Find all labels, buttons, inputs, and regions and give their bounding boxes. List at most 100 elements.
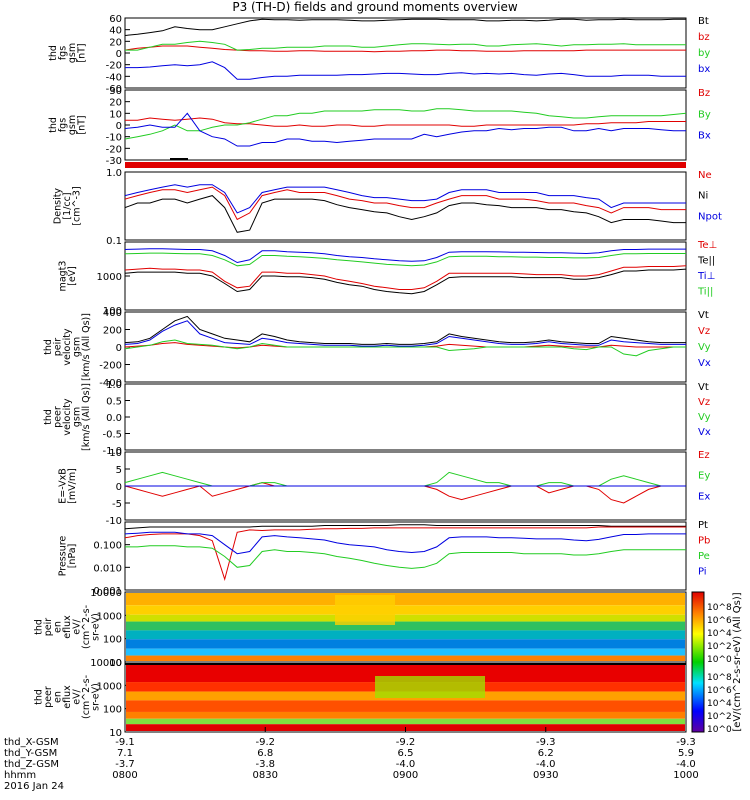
density-series-1 (124, 195, 686, 233)
x-row-value: 6.5 (398, 748, 414, 759)
pressure-series-0 (124, 524, 686, 530)
peir_eflux-ytick-label: 10 (109, 658, 122, 669)
peer_velocity-frame (124, 383, 687, 451)
pressure-legend-2: Pe (698, 551, 710, 562)
x-row-label: thd_X-GSM (4, 737, 59, 748)
fgs_gsm_B-series-2 (124, 112, 686, 147)
x-row-value: 6.8 (257, 748, 273, 759)
peer_velocity-legend-1: Vz (698, 397, 710, 408)
peer_eflux-ylabel: en (53, 691, 64, 703)
x-row-value: 1000 (673, 770, 698, 781)
peer_velocity-ylabel: velocity (62, 398, 73, 436)
quality-flag-bar (125, 162, 686, 168)
peer_eflux-ytick-label: 10000 (90, 658, 122, 669)
temperature-legend-0: Te⊥ (697, 240, 717, 251)
density-legend-1: Ni (698, 191, 708, 202)
efield-ylabel: [mV/m] (67, 468, 78, 504)
x-row-value: 0830 (253, 770, 278, 781)
x-row-value: 7.1 (117, 748, 133, 759)
fgs_gsm_B-ylabel: thd (48, 117, 59, 133)
fgs_gsm_b-ytick-label: 20 (109, 37, 122, 48)
fgs_gsm_b-frame (124, 17, 687, 89)
colorbar-tick-label: 10^8 (707, 603, 732, 613)
fgs_gsm_b-legend-0: Bt (698, 16, 709, 27)
x-row-value: 6.2 (538, 748, 554, 759)
x-row-value: -9.2 (396, 737, 416, 748)
peer_eflux-ylabel: eV/ (72, 688, 83, 704)
density-series-2 (124, 184, 686, 214)
temperature-series-2 (124, 248, 686, 264)
efield-ytick-label: -5 (112, 499, 122, 510)
date-label: 2016 Jan 24 (4, 781, 64, 792)
peer_eflux-region (375, 676, 485, 698)
x-row-value: 0930 (533, 770, 558, 781)
colorbar-tick-label-2: 10^4 (707, 699, 732, 709)
peir_eflux-ylabel: sr-eV) (91, 613, 102, 641)
density-ylabel: [1/cc] (62, 192, 73, 219)
fgs_gsm_B-legend-1: By (698, 109, 711, 120)
pressure-series-2 (125, 545, 686, 569)
fgs_gsm_B-legend-0: Bz (698, 88, 710, 99)
peir_velocity-ylabel: [km/s (All Qs)] (81, 313, 92, 381)
peir_velocity-ytick-label: 0 (116, 343, 122, 354)
peir_eflux-band-6 (126, 648, 685, 656)
quality-flag-mark (170, 158, 188, 160)
peir_velocity-ylabel: velocity (62, 328, 73, 366)
x-row-value: -4.0 (536, 759, 556, 770)
temperature-series-1 (124, 268, 687, 295)
fgs_gsm_B-ytick-label: -10 (106, 133, 122, 144)
fgs_gsm_B-ytick-label: 20 (109, 98, 122, 109)
peer_velocity-ytick-label: 0.5 (106, 397, 122, 408)
density-series-0 (124, 186, 686, 221)
peir_eflux-ylabel: eV/ (72, 618, 83, 634)
peir_velocity-ytick-label: -200 (99, 361, 122, 372)
peir_eflux-band-3 (126, 621, 685, 631)
fgs_gsm_b-series-2 (125, 40, 686, 51)
density-frame (124, 171, 687, 241)
peer_eflux-band-3 (126, 700, 685, 712)
peer_eflux-ytick-label: 10 (109, 728, 122, 739)
peer_eflux-ylabel: thd (34, 689, 45, 705)
peer_velocity-legend-2: Vy (698, 412, 711, 423)
x-row-value: -9.3 (676, 737, 696, 748)
efield-ylabel: E=-VxB (57, 468, 68, 503)
fgs_gsm_B-ytick-label: 0 (116, 121, 122, 132)
x-row-value: -4.0 (396, 759, 416, 770)
colorbar-tick-label-2: 10^0 (707, 725, 732, 735)
efield-ytick-label: 0 (116, 482, 122, 493)
peir_eflux-ylabel: thd (34, 619, 45, 635)
fgs_gsm_b-ytick-label: 60 (109, 14, 122, 25)
efield-ytick-label: -10 (106, 516, 122, 527)
peir_eflux-ylabel: (cm^2-s- (81, 605, 92, 649)
fgs_gsm_b-legend-1: bz (698, 32, 710, 43)
colorbar (691, 591, 705, 733)
x-row-value: -9.1 (115, 737, 135, 748)
peer_eflux-ylabel: eflux (62, 685, 73, 709)
x-row-label: thd_Z-GSM (4, 759, 59, 770)
x-row-value: -4.0 (676, 759, 696, 770)
fgs_gsm_B-ylabel: gsm (67, 115, 78, 135)
x-row-value: 0800 (112, 770, 137, 781)
temperature-ytick-label: 1000 (97, 272, 122, 283)
peir_velocity-series-3 (124, 320, 686, 347)
peir_eflux-band-1 (126, 605, 685, 615)
temperature-ylabel: [eV] (67, 266, 78, 286)
fgs_gsm_B-series-0 (125, 117, 686, 127)
fgs_gsm_b-ytick-label: -60 (106, 84, 122, 95)
temperature-ylabel: magt3 (57, 261, 68, 292)
temperature-legend-3: Ti|| (697, 287, 713, 298)
colorbar-tick-label-2: 10^8 (707, 673, 732, 683)
peir_velocity-ylabel: gsm (72, 337, 83, 357)
peir_eflux-region (335, 595, 395, 625)
pressure-frame (124, 521, 687, 591)
pressure-legend-3: Pi (698, 567, 707, 578)
peir_eflux-ylabel: en (53, 621, 64, 633)
pressure-ytick-label: 0.001 (93, 586, 122, 597)
x-row-value: -9.3 (536, 737, 556, 748)
fgs_gsm_B-ytick-label: -30 (106, 156, 122, 167)
fgs_gsm_b-ytick-label: -40 (106, 72, 122, 83)
fgs_gsm_B-legend-2: Bx (698, 131, 711, 142)
pressure-ytick-label: 0.100 (93, 541, 122, 552)
peer_eflux-ytick-label: 1000 (97, 681, 122, 692)
pressure-legend-0: Pt (698, 520, 708, 531)
